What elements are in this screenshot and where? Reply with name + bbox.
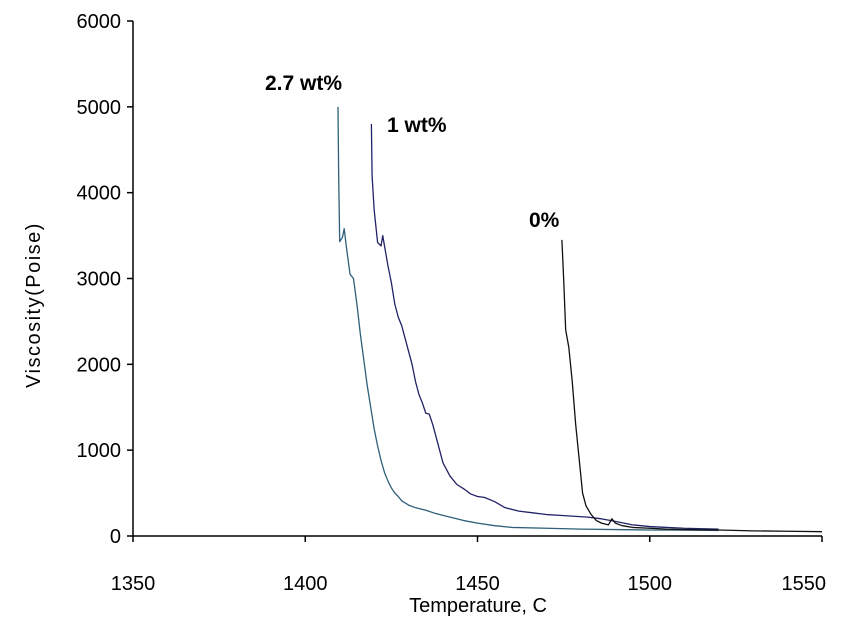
x-tick-label: 1400	[283, 573, 328, 595]
series-line-1-wt	[370, 123, 719, 530]
y-tick-label: 0	[110, 526, 121, 548]
x-axis-title: Temperature, C	[409, 595, 547, 617]
y-axis-ticks: 0 1000 2000 3000 4000 5000 6000	[77, 11, 133, 548]
x-tick-label: 1500	[628, 573, 673, 595]
x-tick-label: 1350	[111, 573, 156, 595]
y-tick-label: 4000	[77, 183, 122, 205]
series-label-0: 0%	[529, 209, 560, 232]
series-label-2-7-wt: 2.7 wt%	[265, 72, 342, 95]
y-tick-label: 6000	[77, 11, 122, 33]
y-tick-label: 3000	[77, 269, 122, 291]
y-tick-label: 2000	[77, 354, 122, 376]
y-tick-label: 5000	[77, 97, 122, 119]
y-axis-title: Viscosity(Poise)	[23, 222, 45, 388]
series-label-1-wt: 1 wt%	[387, 114, 447, 137]
series-line-2-7-wt	[337, 106, 719, 532]
series-line-0	[561, 239, 823, 533]
series-lines	[337, 106, 823, 533]
y-tick-label: 1000	[77, 440, 122, 462]
x-axis-ticks: 1350 1400 1450 1500 1550	[111, 536, 826, 595]
x-tick-label: 1450	[455, 573, 500, 595]
x-tick-label: 1550	[782, 573, 827, 595]
